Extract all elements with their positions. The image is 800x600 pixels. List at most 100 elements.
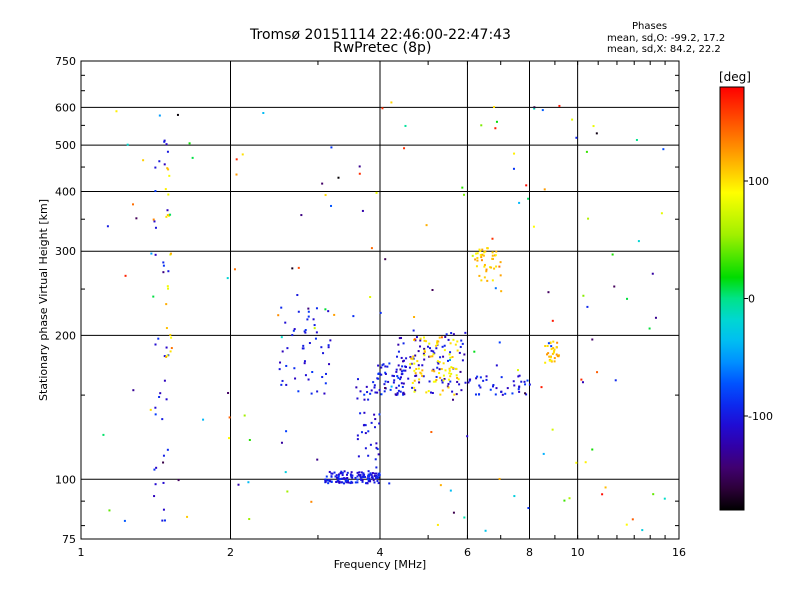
data-point bbox=[370, 389, 373, 392]
data-point bbox=[423, 350, 426, 353]
data-point bbox=[152, 218, 155, 221]
data-point bbox=[447, 386, 450, 389]
data-point bbox=[604, 486, 607, 489]
data-point bbox=[480, 259, 483, 262]
data-point bbox=[124, 274, 127, 277]
data-point bbox=[306, 318, 309, 321]
data-point bbox=[339, 477, 342, 480]
data-point bbox=[350, 471, 353, 474]
data-point bbox=[165, 143, 168, 146]
data-point bbox=[449, 375, 452, 378]
data-point bbox=[336, 480, 339, 483]
data-point bbox=[188, 142, 191, 145]
data-point bbox=[350, 474, 353, 477]
data-point bbox=[551, 428, 554, 431]
data-point bbox=[375, 472, 378, 475]
data-point bbox=[395, 370, 398, 373]
data-point bbox=[423, 358, 426, 361]
data-point bbox=[154, 406, 157, 409]
data-point bbox=[436, 342, 439, 345]
data-point bbox=[369, 478, 372, 481]
data-point bbox=[377, 453, 380, 456]
data-point bbox=[367, 473, 370, 476]
data-point bbox=[409, 363, 412, 366]
data-point bbox=[443, 377, 446, 380]
data-point bbox=[421, 369, 424, 372]
data-point bbox=[324, 308, 327, 311]
data-point bbox=[363, 393, 366, 396]
data-point bbox=[330, 204, 333, 207]
data-point bbox=[291, 334, 294, 337]
data-point bbox=[330, 472, 333, 475]
data-point bbox=[307, 307, 310, 310]
data-point bbox=[354, 476, 357, 479]
data-point bbox=[432, 353, 435, 356]
data-point bbox=[383, 390, 386, 393]
data-point bbox=[417, 367, 420, 370]
data-point bbox=[448, 353, 451, 356]
data-point bbox=[475, 252, 478, 255]
data-point bbox=[474, 258, 477, 261]
data-point bbox=[483, 276, 486, 279]
data-point bbox=[421, 374, 424, 377]
data-point bbox=[440, 336, 443, 339]
data-point bbox=[550, 359, 553, 362]
data-point bbox=[168, 174, 171, 177]
data-point bbox=[439, 393, 442, 396]
data-point bbox=[410, 362, 413, 365]
data-point bbox=[335, 476, 338, 479]
data-point bbox=[307, 378, 310, 381]
data-point bbox=[165, 398, 168, 401]
data-point bbox=[391, 374, 394, 377]
data-point bbox=[524, 383, 527, 386]
data-point bbox=[474, 393, 477, 396]
data-point bbox=[402, 369, 405, 372]
data-point bbox=[460, 389, 463, 392]
data-point bbox=[429, 391, 432, 394]
data-point bbox=[436, 366, 439, 369]
data-point bbox=[549, 341, 552, 344]
data-point bbox=[377, 364, 380, 367]
data-point bbox=[154, 226, 157, 229]
data-point bbox=[478, 393, 481, 396]
data-point bbox=[476, 375, 479, 378]
data-point bbox=[452, 333, 455, 336]
data-point bbox=[420, 372, 423, 375]
data-point bbox=[364, 447, 367, 450]
data-point bbox=[381, 107, 384, 110]
data-point bbox=[473, 350, 476, 353]
data-point bbox=[403, 147, 406, 150]
data-point bbox=[513, 152, 516, 155]
data-point bbox=[437, 362, 440, 365]
data-point bbox=[504, 392, 507, 395]
data-point bbox=[340, 481, 343, 484]
data-point bbox=[375, 466, 378, 469]
data-point bbox=[168, 214, 171, 217]
data-point bbox=[489, 388, 492, 391]
data-point bbox=[382, 363, 385, 366]
data-point bbox=[394, 393, 397, 396]
data-point bbox=[428, 355, 431, 358]
data-point bbox=[154, 166, 157, 169]
data-point bbox=[575, 461, 578, 464]
data-point bbox=[480, 279, 483, 282]
data-point bbox=[419, 345, 422, 348]
data-point bbox=[377, 476, 380, 479]
data-point bbox=[329, 480, 332, 483]
data-point bbox=[388, 362, 391, 365]
data-point bbox=[162, 454, 165, 457]
data-point bbox=[547, 352, 550, 355]
data-point bbox=[429, 347, 432, 350]
data-point bbox=[494, 254, 497, 257]
data-point bbox=[166, 150, 169, 153]
y-tick-label: 600 bbox=[55, 101, 76, 114]
data-point bbox=[369, 472, 372, 475]
data-point bbox=[367, 470, 370, 473]
data-point bbox=[286, 347, 289, 350]
phases-title: Phases bbox=[632, 21, 668, 32]
data-point bbox=[552, 340, 555, 343]
data-point bbox=[330, 475, 333, 478]
data-point bbox=[442, 362, 445, 365]
data-point bbox=[435, 347, 438, 350]
data-point bbox=[248, 438, 251, 441]
